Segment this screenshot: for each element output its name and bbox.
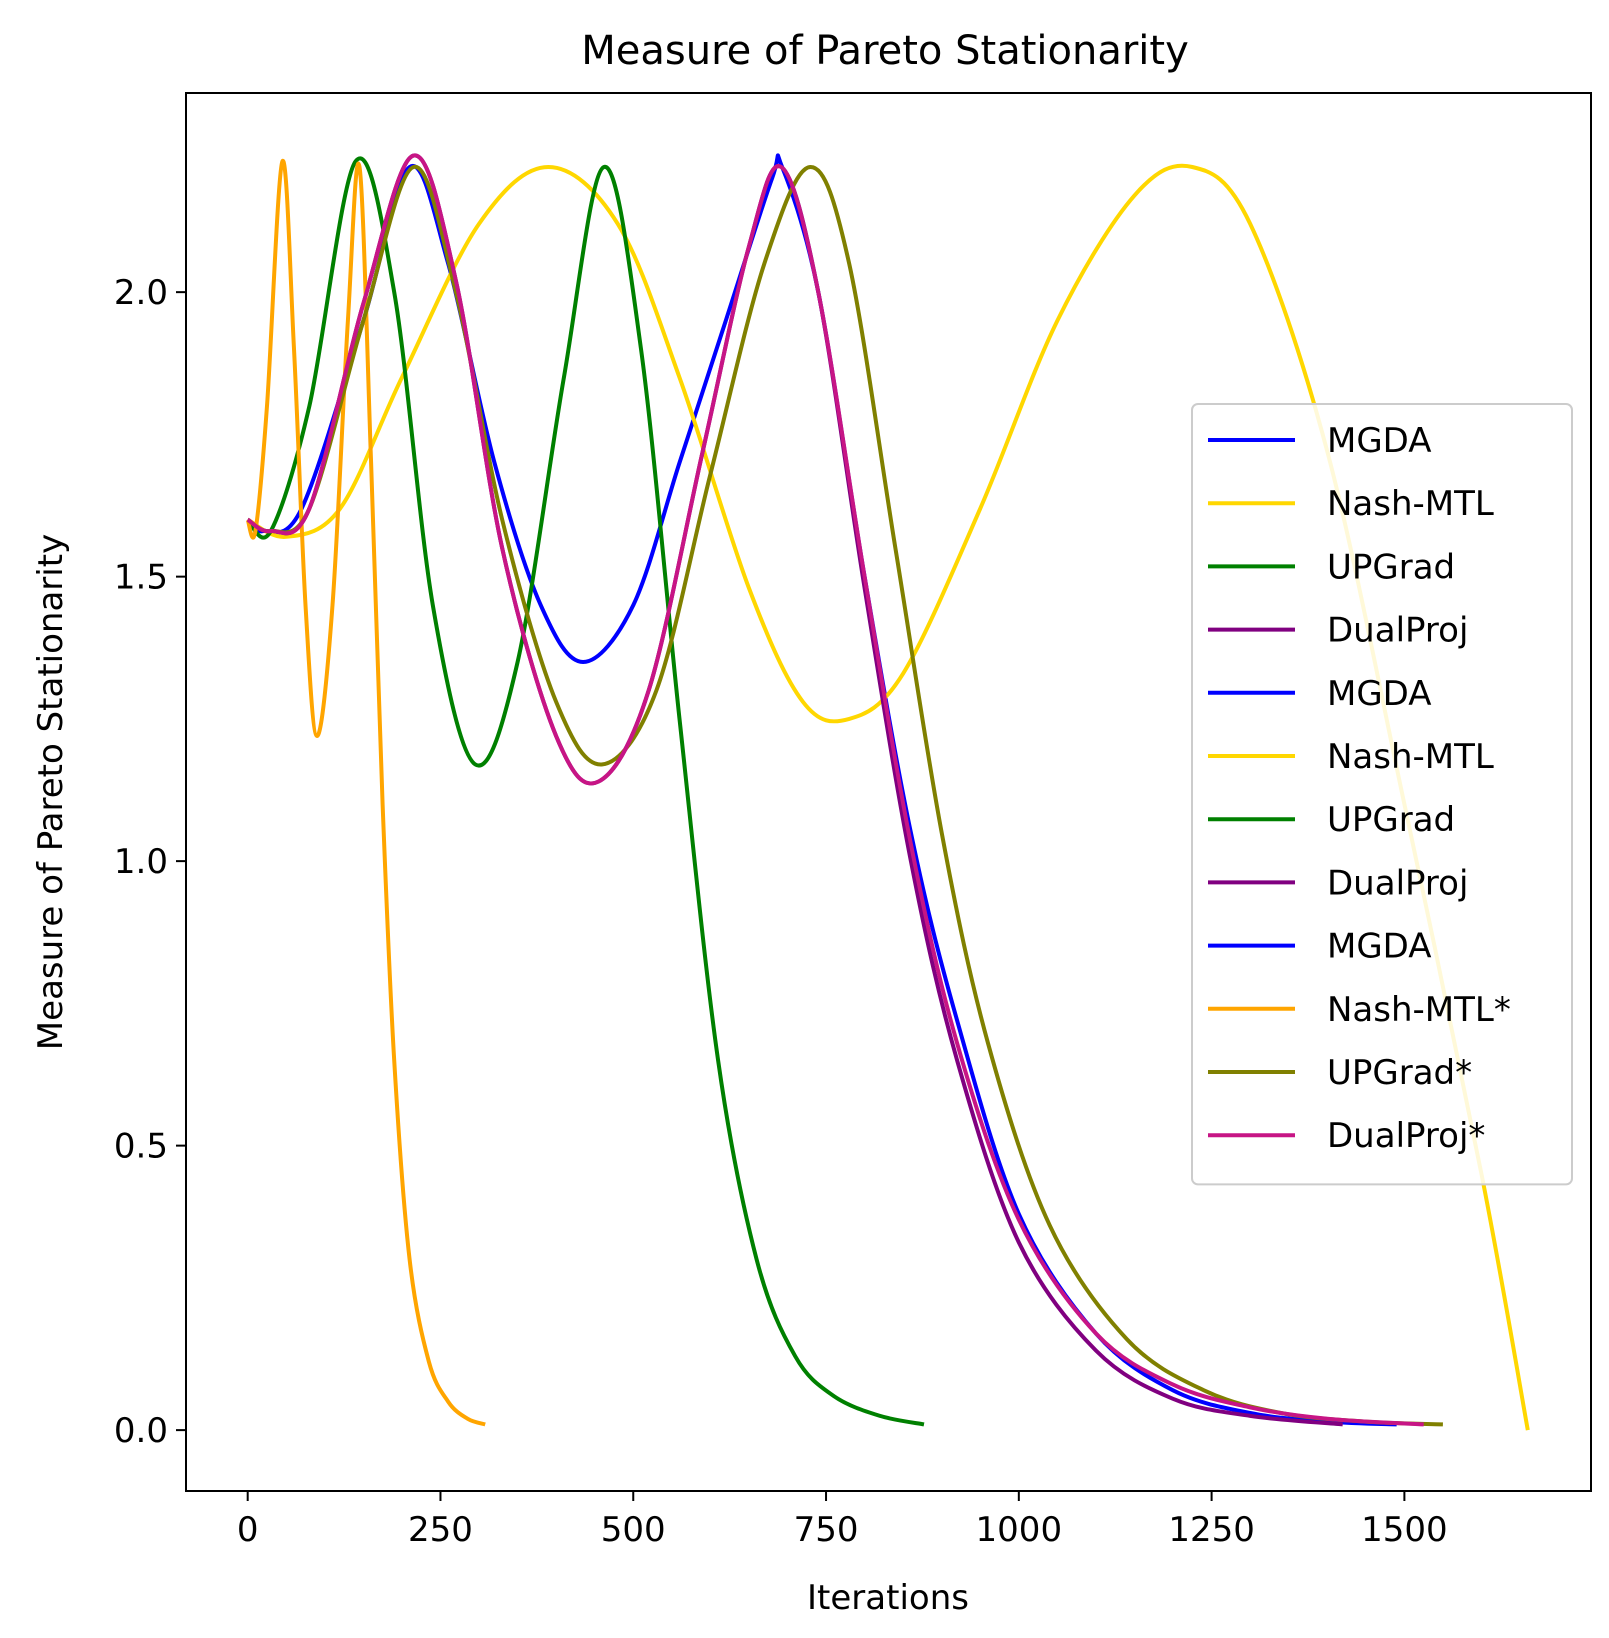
- legend-label: DualProj*: [1327, 1116, 1485, 1156]
- legend-label: Nash-MTL: [1327, 737, 1494, 777]
- y-axis: 0.0 0.5 1.0 1.5 2.0: [114, 273, 186, 1451]
- legend-label: Nash-MTL: [1327, 484, 1494, 524]
- legend-label: DualProj: [1327, 611, 1468, 651]
- y-tick-label: 0.5: [114, 1127, 168, 1167]
- y-tick-label: 1.0: [114, 842, 168, 882]
- x-axis-label: Iterations: [807, 1578, 969, 1618]
- series-line-10: [246, 164, 1443, 1427]
- series-line-11: [246, 153, 1424, 1427]
- legend-box: [1191, 403, 1573, 1186]
- chart-title: Measure of Pareto Stationarity: [581, 28, 1189, 74]
- y-tick-label: 1.5: [114, 558, 168, 598]
- legend-label: Nash-MTL*: [1327, 990, 1511, 1030]
- x-tick-label: 1000: [976, 1510, 1063, 1550]
- legend-label: MGDA: [1327, 674, 1432, 714]
- x-tick-label: 0: [237, 1510, 259, 1550]
- plot-frame: [185, 92, 1592, 1492]
- y-tick-label: 0.0: [114, 1411, 168, 1451]
- y-axis-label: Measure of Pareto Stationarity: [31, 534, 71, 1050]
- series-line-2: [246, 156, 925, 1427]
- x-tick-label: 250: [408, 1510, 473, 1550]
- series-line-9: [245, 159, 486, 1427]
- legend-label: UPGrad*: [1327, 1053, 1472, 1093]
- legend-label: MGDA: [1327, 927, 1432, 967]
- legend-label: UPGrad: [1327, 800, 1455, 840]
- legend-label: MGDA: [1327, 421, 1432, 461]
- legend: MGDA Nash-MTL UPGrad DualProj MGDA Nash-MTL UP…: [1191, 403, 1573, 1186]
- y-tick-label: 2.0: [114, 273, 168, 313]
- x-axis: 0 250 500 750 1000 1250 1500: [237, 1491, 1448, 1550]
- x-tick-label: 1500: [1361, 1510, 1448, 1550]
- legend-label: DualProj: [1327, 863, 1468, 903]
- legend-label: UPGrad: [1327, 547, 1455, 587]
- x-tick-label: 500: [601, 1510, 666, 1550]
- x-tick-label: 750: [794, 1510, 859, 1550]
- x-tick-label: 1250: [1168, 1510, 1255, 1550]
- plot-lines: [245, 153, 1530, 1431]
